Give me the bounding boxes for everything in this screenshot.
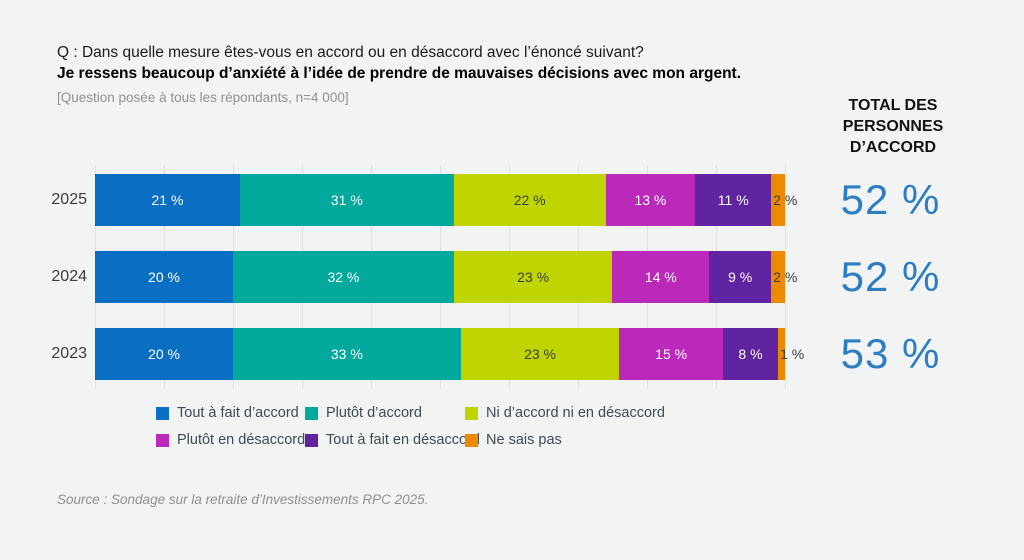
- legend-swatch-icon: [305, 433, 318, 447]
- legend-item: Tout à fait en désaccord: [305, 431, 480, 449]
- bar-segment-label: 20 %: [148, 269, 180, 285]
- legend-label: Plutôt en désaccord: [177, 432, 306, 448]
- bar-segment: 1 %: [778, 328, 804, 380]
- legend-label: Tout à fait d’accord: [177, 405, 299, 421]
- bar-segment: 23 %: [453, 251, 613, 303]
- total-agree-header-line3: D’ACCORD: [849, 139, 937, 156]
- total-agree-header-line1: TOTAL DES: [848, 97, 938, 114]
- bar-segment: 15 %: [619, 328, 723, 380]
- bar-segment-label: 32 %: [327, 269, 360, 285]
- bar-segment-label: 21 %: [151, 192, 184, 208]
- year-label-2025: 2025: [51, 191, 87, 208]
- title-block: Q : Dans quelle mesure êtes-vous en acco…: [57, 43, 741, 107]
- bar-segment: 20 %: [95, 251, 233, 303]
- bar-segment: 32 %: [233, 251, 454, 303]
- legend-label: Tout à fait en désaccord: [326, 432, 480, 448]
- legend-item: Ne sais pas: [465, 431, 665, 449]
- legend-item: Tout à fait d’accord: [156, 404, 305, 422]
- chart-legend: Tout à fait d’accord Plutôt d’accord Ni d’…: [156, 404, 665, 449]
- bar-row-2024: 2024 20 % 32 % 23 % 14 % 9 % 2 %: [51, 251, 797, 303]
- legend-swatch-icon: [156, 433, 169, 447]
- bar-segment: 23 %: [460, 328, 620, 380]
- bar-segment-label: 23 %: [524, 346, 556, 362]
- bar-segment-label: 13 %: [634, 192, 667, 208]
- bar-segment: 22 %: [453, 174, 606, 226]
- legend-label: Plutôt d’accord: [326, 405, 422, 421]
- total-agree-value-2024: 52 %: [840, 253, 941, 300]
- bar-segment-label: 15 %: [655, 346, 688, 362]
- bar-segment: 9 %: [709, 251, 772, 303]
- bar-segment: 21 %: [95, 174, 240, 226]
- legend-label: Ni d’accord ni en désaccord: [486, 405, 665, 421]
- bar-row-2025: 2025 21 % 31 % 22 % 13 % 11 % 2 %: [51, 174, 797, 226]
- bar-segment-label: 1 %: [780, 346, 805, 362]
- year-label-2023: 2023: [51, 345, 87, 362]
- bar-segment: 14 %: [612, 251, 710, 303]
- bar-segment: 13 %: [605, 174, 696, 226]
- bar-segment: 33 %: [233, 328, 461, 380]
- bar-segment-label: 14 %: [644, 269, 677, 285]
- bar-segment: 31 %: [239, 174, 454, 226]
- bar-segment-label: 31 %: [330, 192, 363, 208]
- legend-swatch-icon: [305, 406, 318, 420]
- total-agree-header-line2: PERSONNES: [842, 118, 944, 135]
- total-agree-header: TOTAL DES PERSONNES D’ACCORD: [812, 95, 974, 158]
- bar-segment: 2 %: [771, 174, 797, 226]
- statement-text: Je ressens beaucoup d’anxiété à l’idée d…: [57, 65, 742, 82]
- bar-segment-label: 22 %: [513, 192, 546, 208]
- bar-segment-label: 33 %: [330, 346, 363, 362]
- bar-segment: 20 %: [95, 328, 233, 380]
- question-text: Q : Dans quelle mesure êtes-vous en acco…: [57, 44, 644, 61]
- bar-segment-label: 20 %: [148, 346, 180, 362]
- source-text: Source : Sondage sur la retraite d’Inves…: [57, 492, 429, 507]
- bar-segment-label: 2 %: [773, 269, 798, 285]
- bar-segment-label: 11 %: [717, 192, 749, 208]
- bar-segment: 2 %: [771, 251, 797, 303]
- legend-item: Plutôt en désaccord: [156, 431, 305, 449]
- legend-swatch-icon: [465, 433, 478, 447]
- legend-swatch-icon: [465, 406, 478, 420]
- year-label-2024: 2024: [51, 268, 87, 285]
- legend-swatch-icon: [156, 406, 169, 420]
- bar-row-2023: 2023 20 % 33 % 23 % 15 % 8 % 1 %: [51, 328, 804, 380]
- sample-note: [Question posée à tous les répondants, n…: [57, 90, 349, 105]
- legend-item: Plutôt d’accord: [305, 404, 465, 422]
- bar-segment: 8 %: [722, 328, 779, 380]
- bar-segment-label: 23 %: [517, 269, 550, 285]
- legend-item: Ni d’accord ni en désaccord: [465, 404, 665, 422]
- bar-segment-label: 8 %: [738, 346, 763, 362]
- gridline-100: [785, 165, 786, 389]
- bar-segment: 11 %: [695, 174, 772, 226]
- legend-label: Ne sais pas: [486, 432, 562, 448]
- bar-segment-label: 2 %: [773, 192, 798, 208]
- total-agree-value-2023: 53 %: [840, 330, 941, 377]
- chart-plot: 2025 21 % 31 % 22 % 13 % 11 % 2 % 2024 20 % 32 % 2…: [51, 165, 804, 389]
- bar-segment-label: 9 %: [728, 269, 753, 285]
- total-agree-value-2025: 52 %: [840, 176, 941, 223]
